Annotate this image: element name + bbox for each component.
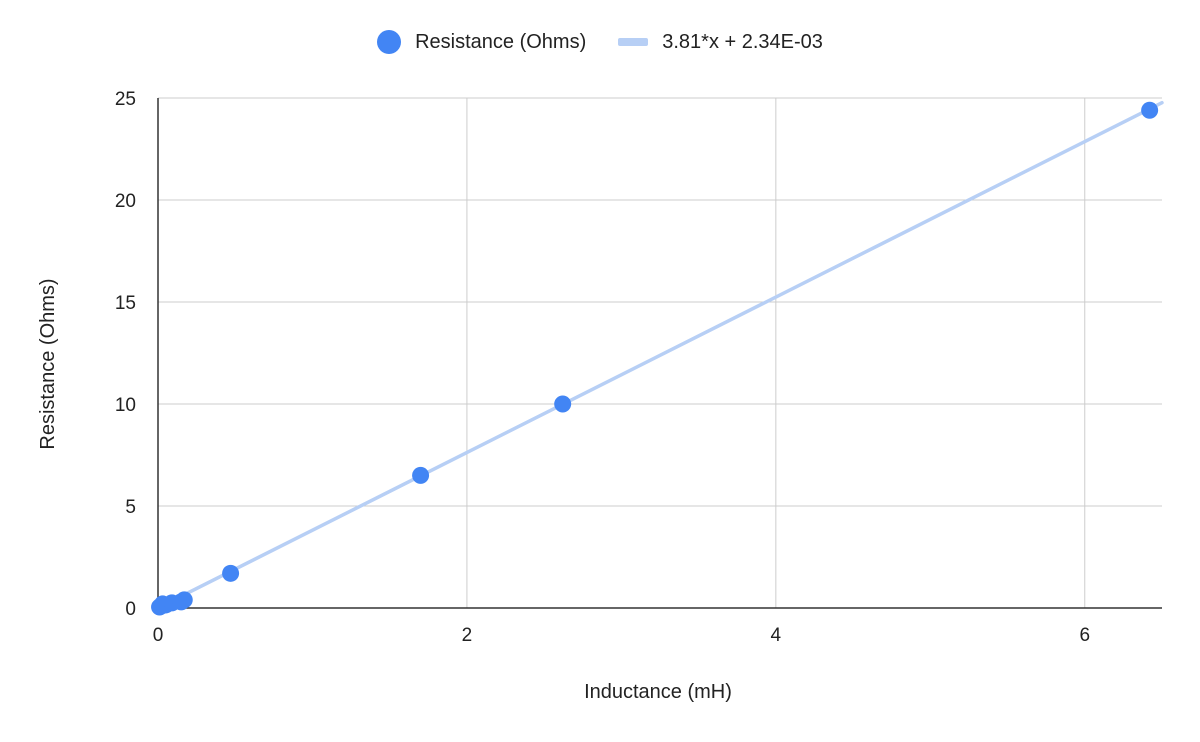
y-tick-label: 0 — [125, 599, 136, 620]
data-point[interactable] — [1141, 101, 1159, 119]
legend-item-resistance[interactable]: Resistance (Ohms) — [377, 30, 586, 54]
legend-marker-resistance — [377, 30, 402, 54]
data-point[interactable] — [175, 591, 193, 609]
x-tick-label: 4 — [771, 625, 782, 646]
y-tick-label: 15 — [115, 293, 136, 314]
y-axis-title: Resistance (Ohms) — [37, 278, 59, 449]
x-tick-label: 0 — [153, 625, 164, 646]
trendline-layer — [156, 100, 1164, 610]
data-point[interactable] — [222, 564, 240, 582]
gridlines — [158, 97, 1162, 608]
x-tick-label: 2 — [462, 625, 473, 646]
y-tick-label: 20 — [115, 191, 136, 212]
x-tick-label: 6 — [1079, 625, 1090, 646]
legend-marker-trendline — [618, 38, 649, 46]
legend-item-trendline[interactable]: 3.81*x + 2.34E-03 — [618, 31, 823, 54]
y-tick-label: 25 — [115, 89, 136, 110]
tick-labels: 0 5 10 15 20 25 0 2 4 6 — [115, 89, 1090, 646]
legend-label-resistance: Resistance (Ohms) — [415, 30, 587, 53]
y-tick-label: 5 — [125, 497, 136, 518]
data-point[interactable] — [554, 395, 572, 413]
data-point[interactable] — [412, 466, 430, 484]
trendline — [156, 100, 1164, 610]
axes — [157, 98, 1162, 609]
y-tick-label: 10 — [115, 395, 136, 416]
legend: Resistance (Ohms) 3.81*x + 2.34E-03 — [0, 30, 1200, 54]
points-layer — [151, 101, 1159, 616]
x-axis-title: Inductance (mH) — [584, 681, 732, 703]
legend-label-trendline: 3.81*x + 2.34E-03 — [662, 30, 823, 53]
